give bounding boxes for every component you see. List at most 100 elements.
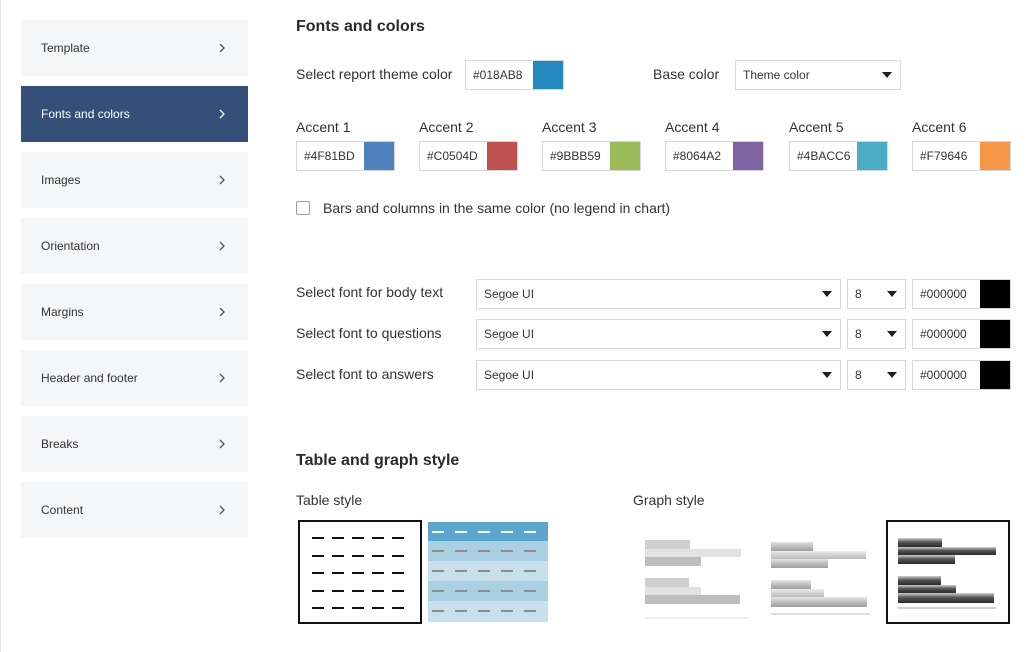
table-style-option-blue[interactable]: [428, 522, 548, 622]
caret-down-icon: [882, 72, 892, 78]
accent-3-swatch[interactable]: [610, 142, 640, 170]
body-size-select[interactable]: 8: [847, 279, 906, 309]
table-blue-preview-icon: [428, 522, 548, 622]
accent-6-swatch[interactable]: [980, 142, 1010, 170]
accent-2-label: Accent 2: [419, 119, 474, 135]
chevron-right-icon: [216, 306, 228, 318]
questions-size-value: 8: [855, 327, 862, 341]
accent-2-input[interactable]: #C0504D: [419, 141, 518, 171]
chevron-right-icon: [216, 240, 228, 252]
table-plain-preview-icon: [312, 537, 404, 609]
body-font-select[interactable]: Segoe UI: [476, 279, 841, 309]
questions-font-value: Segoe UI: [484, 327, 535, 341]
accent-4-input[interactable]: #8064A2: [665, 141, 764, 171]
graph-style-option-soft[interactable]: [764, 522, 884, 622]
chevron-right-icon: [216, 174, 228, 186]
table-style-label: Table style: [296, 492, 363, 508]
sidebar-item-breaks[interactable]: Breaks: [21, 416, 248, 472]
accent-6-input[interactable]: #F79646: [912, 141, 1011, 171]
answers-color-swatch[interactable]: [980, 361, 1010, 389]
sidebar-item-label: Breaks: [41, 437, 79, 451]
accent-5-value[interactable]: #4BACC6: [797, 149, 851, 163]
theme-color-input[interactable]: #018AB8: [465, 60, 564, 90]
caret-down-icon: [822, 372, 832, 378]
sidebar-item-margins[interactable]: Margins: [21, 284, 248, 340]
answers-color-value[interactable]: #000000: [920, 368, 967, 382]
accent-6-value[interactable]: #F79646: [920, 149, 968, 163]
caret-down-icon: [822, 291, 832, 297]
chevron-right-icon: [216, 504, 228, 516]
accent-2-value[interactable]: #C0504D: [427, 149, 478, 163]
body-color-input[interactable]: #000000: [912, 279, 1011, 309]
chevron-right-icon: [216, 42, 228, 54]
table-style-option-plain[interactable]: [298, 520, 422, 624]
answers-font-label: Select font to answers: [296, 366, 434, 382]
graph-flat-preview-icon: [645, 540, 750, 619]
body-color-swatch[interactable]: [980, 280, 1010, 308]
graph-metallic-preview-icon: [898, 538, 996, 609]
sidebar-item-orientation[interactable]: Orientation: [21, 218, 248, 274]
accent-3-label: Accent 3: [542, 119, 597, 135]
accent-2-swatch[interactable]: [487, 142, 517, 170]
accent-1-input[interactable]: #4F81BD: [296, 141, 395, 171]
chevron-right-icon: [216, 108, 228, 120]
questions-color-input[interactable]: #000000: [912, 319, 1011, 349]
caret-down-icon: [887, 331, 897, 337]
accent-4-swatch[interactable]: [733, 142, 763, 170]
body-color-value[interactable]: #000000: [920, 287, 967, 301]
questions-color-value[interactable]: #000000: [920, 327, 967, 341]
accent-4-label: Accent 4: [665, 119, 720, 135]
body-font-label: Select font for body text: [296, 284, 444, 300]
sidebar-item-label: Images: [41, 173, 81, 187]
sidebar-item-template[interactable]: Template: [21, 20, 248, 76]
chevron-right-icon: [216, 438, 228, 450]
sidebar-item-images[interactable]: Images: [21, 152, 248, 208]
accent-4-value[interactable]: #8064A2: [673, 149, 722, 163]
sidebar-item-content[interactable]: Content: [21, 482, 248, 538]
accent-3-input[interactable]: #9BBB59: [542, 141, 641, 171]
section-title-fonts-and-colors: Fonts and colors: [296, 18, 425, 35]
questions-color-swatch[interactable]: [980, 320, 1010, 348]
graph-style-option-metallic[interactable]: [886, 520, 1010, 624]
base-color-label: Base color: [653, 66, 720, 82]
accent-5-input[interactable]: #4BACC6: [789, 141, 888, 171]
sidebar-item-fonts-and-colors[interactable]: Fonts and colors: [21, 86, 248, 142]
theme-color-value[interactable]: #018AB8: [473, 68, 523, 82]
sidebar-item-label: Orientation: [41, 239, 100, 253]
questions-font-label: Select font to questions: [296, 325, 442, 341]
sidebar-item-label: Margins: [41, 305, 84, 319]
base-color-select[interactable]: Theme color: [735, 60, 901, 90]
accent-1-value[interactable]: #4F81BD: [304, 149, 355, 163]
caret-down-icon: [887, 372, 897, 378]
accent-6-label: Accent 6: [912, 119, 967, 135]
answers-font-value: Segoe UI: [484, 368, 535, 382]
same-color-label[interactable]: Bars and columns in the same color (no l…: [323, 200, 671, 216]
body-size-value: 8: [855, 287, 862, 301]
theme-color-swatch[interactable]: [533, 61, 563, 89]
sidebar-item-label: Header and footer: [41, 371, 138, 385]
sidebar-item-label: Template: [41, 41, 90, 55]
sidebar-item-label: Content: [41, 503, 84, 517]
theme-color-label: Select report theme color: [296, 66, 453, 82]
caret-down-icon: [887, 291, 897, 297]
graph-soft-preview-icon: [771, 542, 870, 615]
caret-down-icon: [822, 331, 832, 337]
answers-size-select[interactable]: 8: [847, 360, 906, 390]
sidebar-item-header-and-footer[interactable]: Header and footer: [21, 350, 248, 406]
answers-size-value: 8: [855, 368, 862, 382]
accent-5-swatch[interactable]: [857, 142, 887, 170]
accent-1-label: Accent 1: [296, 119, 351, 135]
graph-style-option-flat[interactable]: [640, 522, 760, 622]
accent-3-value[interactable]: #9BBB59: [550, 149, 601, 163]
base-color-value: Theme color: [743, 68, 810, 82]
body-font-value: Segoe UI: [484, 287, 535, 301]
answers-color-input[interactable]: #000000: [912, 360, 1011, 390]
section-title-table-graph-style: Table and graph style: [296, 452, 460, 469]
questions-size-select[interactable]: 8: [847, 319, 906, 349]
same-color-checkbox[interactable]: [296, 201, 310, 215]
accent-1-swatch[interactable]: [364, 142, 394, 170]
questions-font-select[interactable]: Segoe UI: [476, 319, 841, 349]
sidebar-item-label: Fonts and colors: [41, 107, 130, 121]
answers-font-select[interactable]: Segoe UI: [476, 360, 841, 390]
graph-style-label: Graph style: [633, 492, 705, 508]
